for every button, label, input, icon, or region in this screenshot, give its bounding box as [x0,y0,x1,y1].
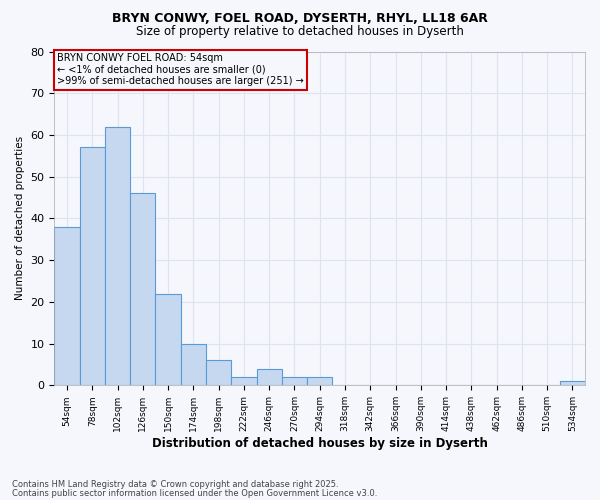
Text: Contains HM Land Registry data © Crown copyright and database right 2025.: Contains HM Land Registry data © Crown c… [12,480,338,489]
Bar [560,381,585,386]
Bar [282,377,307,386]
Text: Contains public sector information licensed under the Open Government Licence v3: Contains public sector information licen… [12,488,377,498]
Bar [55,227,80,386]
X-axis label: Distribution of detached houses by size in Dyserth: Distribution of detached houses by size … [152,437,488,450]
Bar [130,194,155,386]
Bar [206,360,231,386]
Bar [80,148,105,386]
Y-axis label: Number of detached properties: Number of detached properties [15,136,25,300]
Bar [307,377,332,386]
Bar [155,294,181,386]
Text: Size of property relative to detached houses in Dyserth: Size of property relative to detached ho… [136,25,464,38]
Bar [181,344,206,386]
Bar [105,126,130,386]
Bar [231,377,257,386]
Text: BRYN CONWY, FOEL ROAD, DYSERTH, RHYL, LL18 6AR: BRYN CONWY, FOEL ROAD, DYSERTH, RHYL, LL… [112,12,488,26]
Text: BRYN CONWY FOEL ROAD: 54sqm
← <1% of detached houses are smaller (0)
>99% of sem: BRYN CONWY FOEL ROAD: 54sqm ← <1% of det… [57,53,304,86]
Bar [257,368,282,386]
